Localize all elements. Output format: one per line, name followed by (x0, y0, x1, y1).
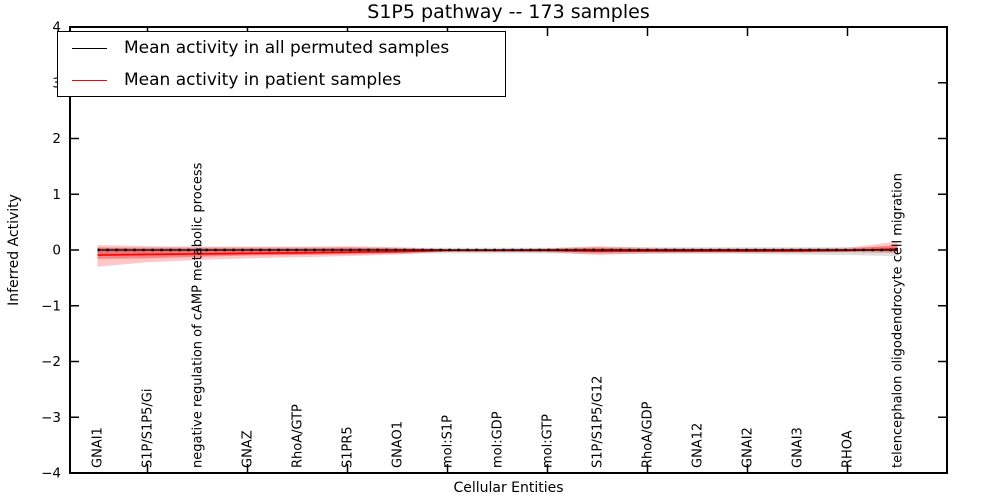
y-tick-label: −2 (41, 354, 61, 370)
chart-title: S1P5 pathway -- 173 samples (367, 1, 650, 23)
x-category-label: RhoA/GDP (641, 401, 656, 468)
y-tick-label: −1 (41, 298, 61, 314)
y-axis-label: Inferred Activity (6, 194, 22, 306)
y-tick-label: 2 (52, 131, 61, 147)
x-category-label: GNAI2 (741, 427, 756, 468)
y-tick-label: −4 (41, 466, 61, 482)
patient-band-outer (97, 241, 898, 267)
y-tick-label: 0 (52, 243, 61, 259)
y-tick-label: −3 (41, 410, 61, 426)
x-category-label: S1PR5 (341, 426, 356, 468)
x-category-label: GNAO1 (391, 421, 406, 468)
x-category-label: negative regulation of cAMP metabolic pr… (191, 162, 206, 468)
y-tick-label: 4 (52, 20, 61, 36)
x-category-label: telencephalon oligodendrocyte cell migra… (891, 173, 906, 468)
y-tick-label: 3 (52, 75, 61, 91)
legend-label-patient: Mean activity in patient samples (124, 70, 402, 90)
x-category-label: RHOA (841, 430, 856, 468)
x-category-label: GNAZ (241, 430, 256, 468)
x-category-label: RhoA/GTP (291, 404, 306, 468)
legend-label-permuted: Mean activity in all permuted samples (124, 38, 450, 58)
x-category-label: mol:GTP (541, 414, 556, 468)
x-category-label: GNA12 (691, 423, 706, 468)
patient-band-inner (97, 244, 898, 259)
x-category-label: S1P/S1P5/G12 (591, 376, 606, 468)
patient-line-swatch (72, 79, 107, 81)
x-category-label: GNAI3 (791, 427, 806, 468)
legend: Mean activity in all permuted samples Me… (57, 31, 506, 97)
permuted-line-swatch (72, 47, 107, 49)
x-axis-label: Cellular Entities (453, 480, 564, 496)
x-category-label: GNAI1 (91, 427, 106, 468)
x-category-label: mol:S1P (441, 415, 456, 468)
x-category-label: mol:GDP (491, 411, 506, 468)
legend-entry-patient: Mean activity in patient samples (58, 67, 505, 93)
axis-frame (69, 26, 948, 474)
legend-entry-permuted: Mean activity in all permuted samples (58, 35, 505, 61)
x-category-label: S1P/S1P5/Gi (141, 389, 156, 468)
y-tick-label: 1 (52, 187, 61, 203)
